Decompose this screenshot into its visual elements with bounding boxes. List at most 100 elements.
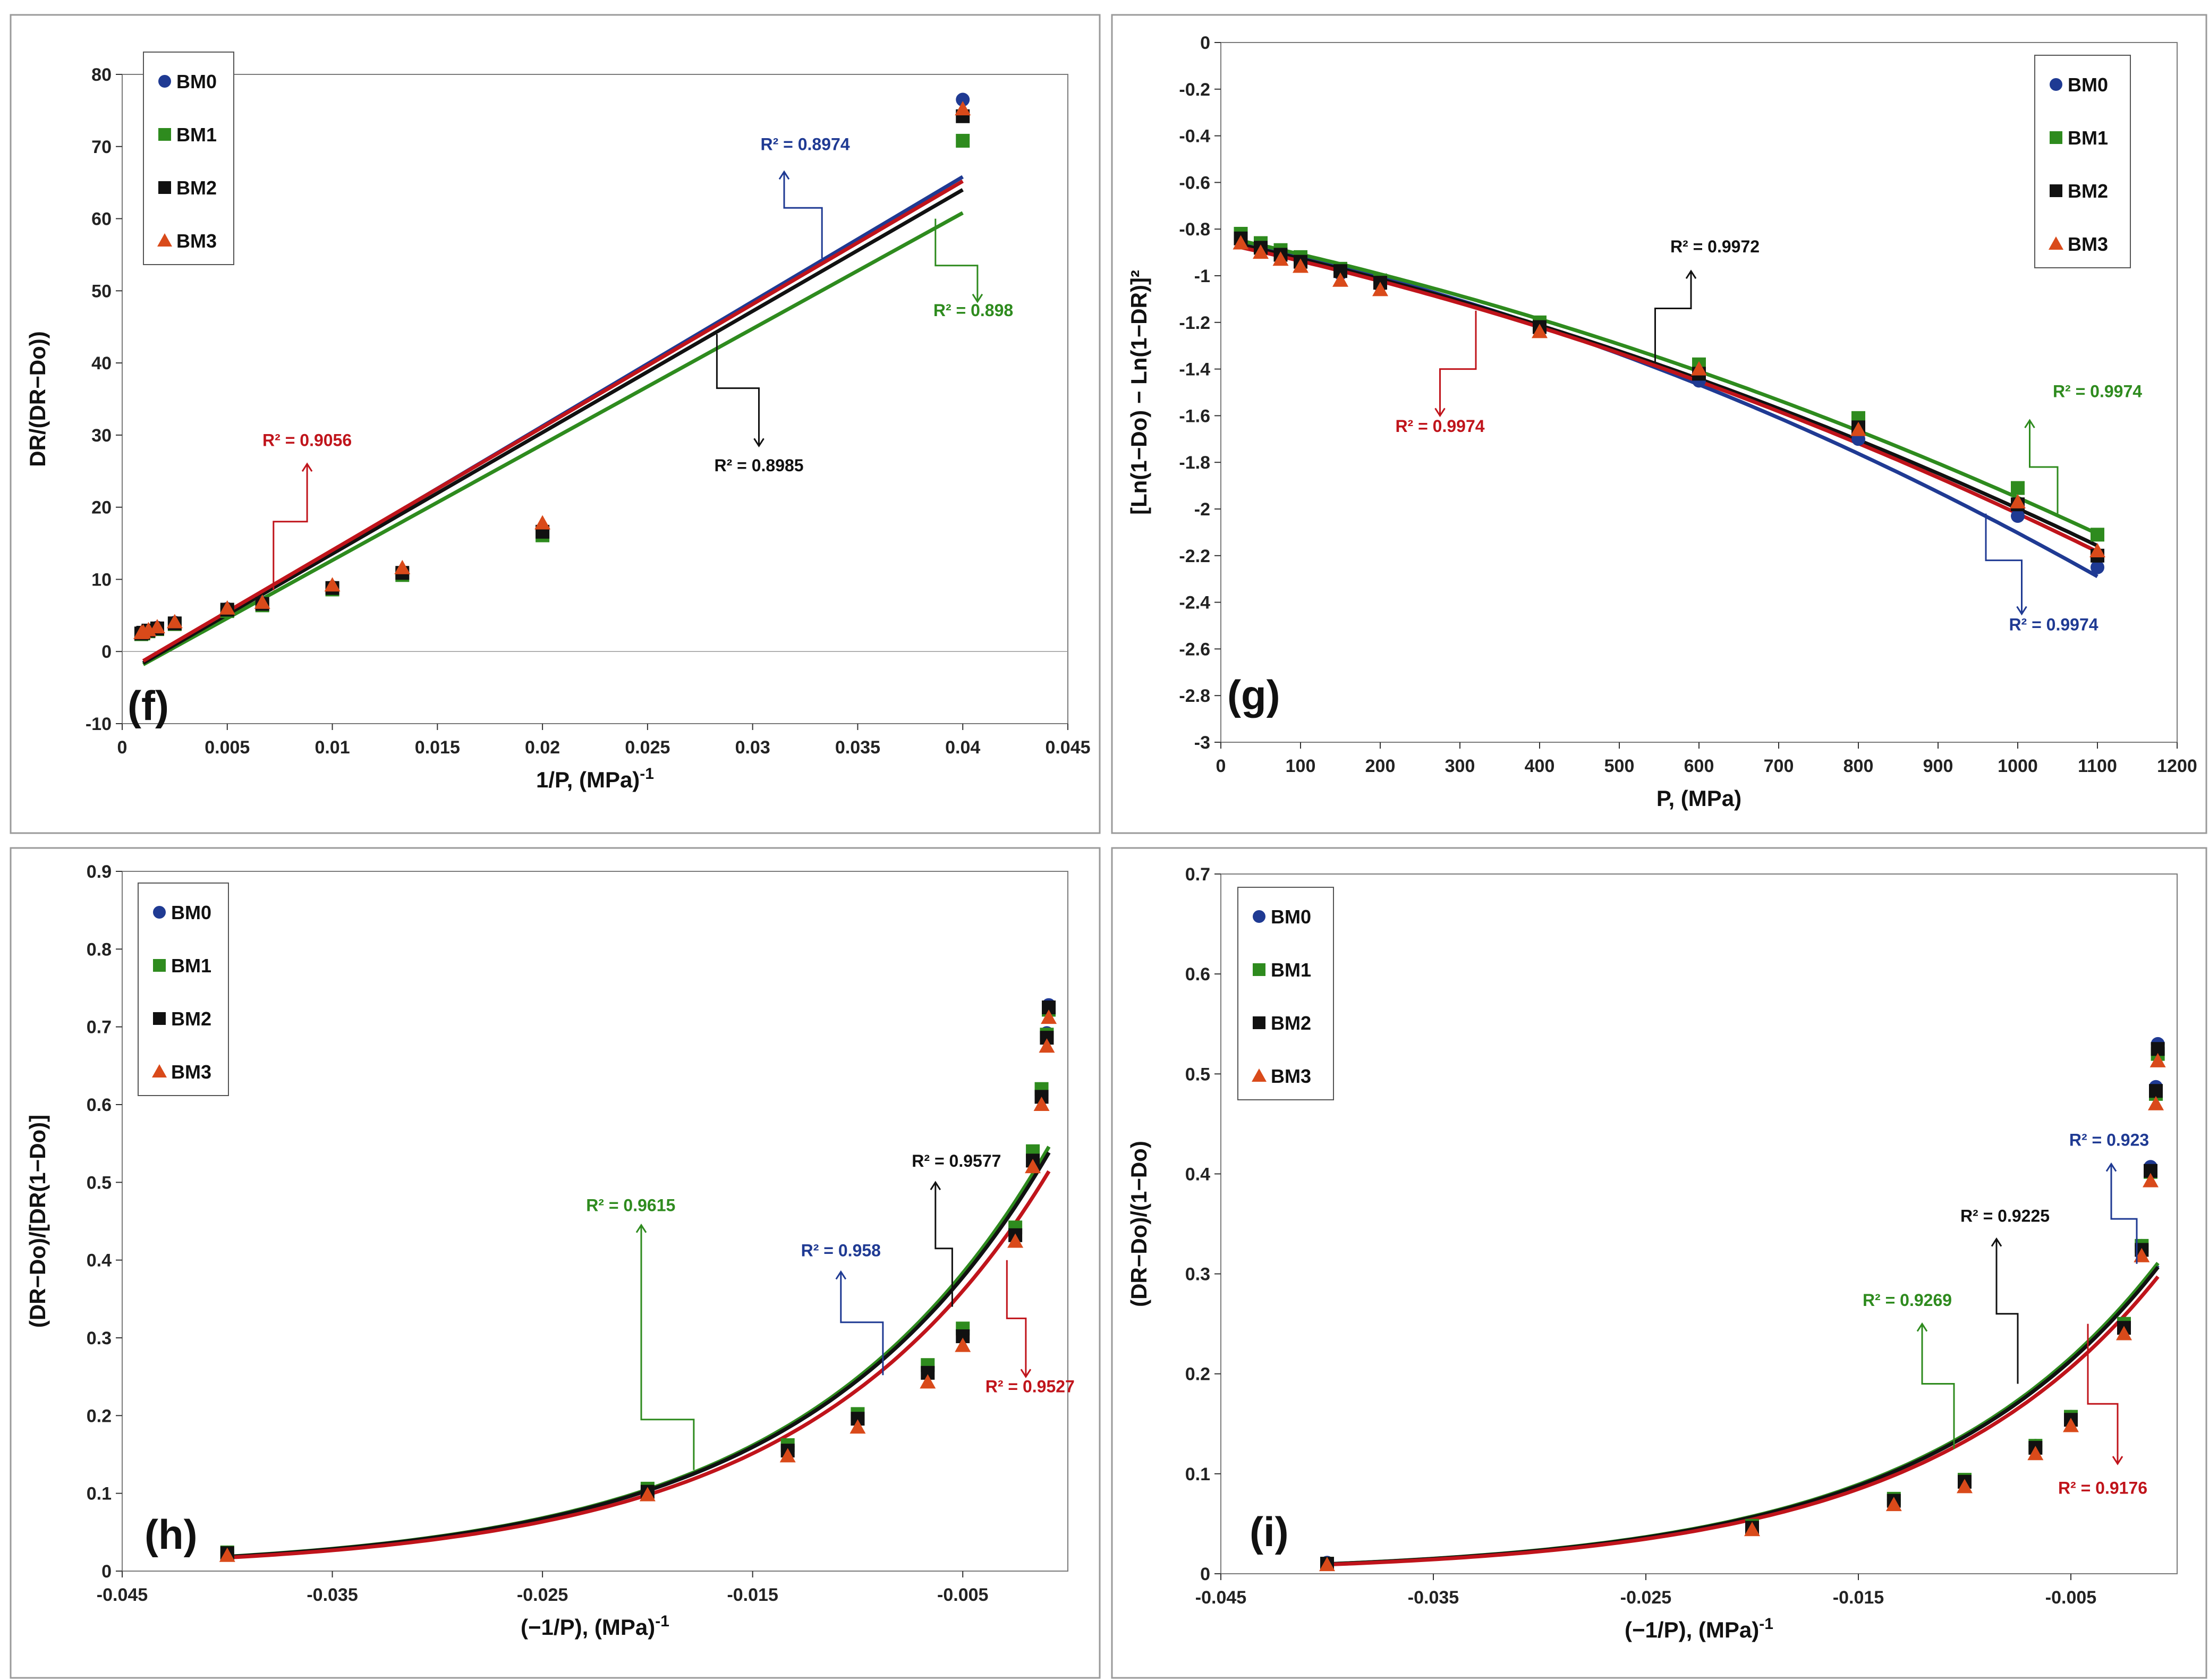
y-tick-label: 40 [91,353,112,374]
y-tick-label: 0.7 [87,1017,112,1038]
y-tick-label: 0.1 [87,1484,112,1504]
annotation-leader [1921,1323,1955,1449]
annotation-leader [2110,1164,2138,1264]
annotation-arrowhead [2016,606,2027,616]
x-tick-label: 500 [1604,756,1635,776]
x-tick-label: -0.035 [1408,1588,1459,1608]
legend-marker-bm2 [2050,184,2062,197]
x-tick-label: -0.005 [937,1585,988,1605]
y-tick-label: -2 [1194,499,1210,520]
annotation-arrowhead [2112,1456,2123,1465]
y-tick-label: -0.6 [1179,173,1210,193]
legend-marker-bm0 [1253,910,1265,923]
fit-line-bm3 [227,1170,1051,1560]
x-tick-label: 900 [1923,756,1953,776]
x-tick-label: -0.045 [1195,1588,1246,1608]
point-bm3 [2063,1418,2079,1432]
point-bm0 [2011,509,2025,523]
r2-annotation: R² = 0.9615 [586,1195,675,1215]
x-tick-label: 800 [1843,756,1874,776]
annotation-arrowhead [835,1270,847,1280]
point-bm3 [2148,1096,2164,1110]
x-axis-label-exponent: -1 [640,765,654,783]
y-axis-label: DR/(DR−Do)) [25,331,50,466]
legend-marker-bm1 [1253,963,1265,976]
legend [143,52,234,265]
y-tick-label: 0.6 [1185,964,1210,985]
y-tick-label: 0.5 [1185,1064,1210,1084]
y-tick-label: 0 [101,1562,112,1582]
plot-area [122,74,1068,724]
point-bm3 [1253,244,1269,259]
point-bm3 [1233,235,1249,250]
panel-label: (h) [145,1511,198,1558]
legend-label-bm1: BM1 [1271,959,1311,981]
y-tick-label: 0.2 [1185,1364,1210,1385]
y-tick-label: 0.4 [87,1251,112,1271]
x-tick-label: -0.015 [727,1585,778,1605]
panel-label: (f) [128,682,169,729]
y-axis-label: (DR−Do)/(1−Do) [1126,1141,1151,1307]
x-tick-label: 0 [117,737,128,758]
point-bm3 [1033,1097,1050,1111]
x-tick-label: 400 [1525,756,1555,776]
panel-frame [1111,14,2207,834]
legend-marker-bm3 [2049,236,2063,250]
legend-label-bm0: BM0 [171,902,211,923]
y-tick-label: 20 [91,498,112,518]
y-tick-label: -1.8 [1179,453,1210,473]
r2-annotation: R² = 0.9176 [2058,1478,2147,1497]
r2-annotation: R² = 0.8974 [761,135,850,154]
y-tick-label: 10 [91,570,112,590]
r2-annotation: R² = 0.9974 [2053,381,2142,401]
annotation-arrowhead [930,1181,941,1191]
point-bm3 [779,1448,796,1463]
legend-label-bm3: BM3 [176,230,217,252]
legend-marker-bm3 [152,1064,167,1077]
x-axis-label-text: (−1/P), (MPa) [521,1615,655,1640]
panel-label: (i) [1250,1508,1289,1555]
annotation-leader [1995,1238,2019,1384]
y-tick-label: -1.6 [1179,406,1210,426]
x-axis-label-text: 1/P, (MPa) [536,767,640,792]
point-bm3 [920,1374,936,1389]
x-tick-label: 0.005 [205,737,250,758]
x-tick-label: 0.025 [625,737,670,758]
x-axis-label: (−1/P), (MPa)-1 [1625,1615,1773,1642]
annotation-arrowhead [1434,408,1446,418]
legend-label-bm2: BM2 [171,1008,211,1030]
legend-marker-bm1 [153,959,166,972]
y-tick-label: 0.1 [1185,1464,1210,1484]
y-tick-label: 0.6 [87,1095,112,1115]
y-tick-label: 50 [91,281,112,301]
annotation-leader [1654,271,1692,362]
legend [138,883,229,1096]
x-tick-label: 300 [1445,756,1475,776]
y-tick-label: -2.2 [1179,546,1210,566]
legend-marker-bm2 [153,1012,166,1025]
annotation-arrowhead [2024,419,2035,428]
point-bm3 [955,101,971,116]
y-tick-label: -3 [1194,733,1210,753]
point-bm3 [1372,282,1388,296]
point-bm1 [2091,528,2104,542]
y-tick-label: 0.9 [87,862,112,882]
point-bm3 [849,1419,866,1434]
annotation-leader [783,172,823,259]
annotation-leader [934,1182,953,1307]
point-bm3 [1532,324,1548,338]
y-tick-label: -1.4 [1179,360,1210,380]
legend-label-bm3: BM3 [1271,1065,1311,1087]
y-axis-label: [Ln(1−Do) − Ln(1−DR)]² [1126,270,1151,515]
legend [2034,55,2131,268]
legend-marker-bm0 [153,906,166,919]
point-bm3 [149,619,165,634]
y-tick-label: 0 [1200,33,1210,53]
annotation-leader [934,218,979,302]
point-bm3 [1025,1159,1041,1174]
point-bm3 [1885,1497,1902,1512]
plot-area [1220,873,2178,1574]
annotation-arrowhead [301,462,313,472]
point-bm3 [1332,272,1348,287]
